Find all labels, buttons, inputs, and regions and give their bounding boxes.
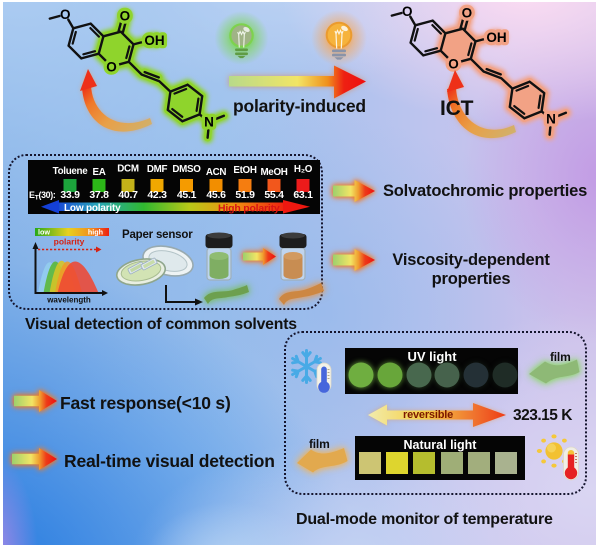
svg-text:ET(30):: ET(30):	[29, 190, 56, 202]
svg-text:O: O	[462, 6, 473, 21]
svg-text:55.4: 55.4	[264, 189, 284, 201]
svg-text:low: low	[38, 227, 50, 236]
svg-text:DMF: DMF	[147, 164, 168, 175]
svg-text:Low polarity: Low polarity	[64, 203, 121, 214]
svg-text:OH: OH	[486, 30, 506, 45]
svg-text:polarity: polarity	[54, 237, 85, 247]
svg-text:45.6: 45.6	[206, 189, 226, 201]
svg-text:45.1: 45.1	[177, 189, 197, 201]
svg-text:42.3: 42.3	[147, 189, 167, 201]
svg-text:33.9: 33.9	[60, 189, 80, 201]
svg-text:OH: OH	[144, 33, 164, 48]
svg-text:N: N	[546, 111, 556, 126]
svg-text:high: high	[88, 227, 103, 236]
svg-text:MeOH: MeOH	[260, 167, 287, 178]
svg-text:ACN: ACN	[206, 167, 227, 178]
svg-text:H₂O: H₂O	[294, 164, 313, 175]
svg-text:wavelength: wavelength	[46, 296, 91, 305]
svg-text:O: O	[120, 9, 131, 24]
svg-text:Natural light: Natural light	[404, 438, 478, 452]
svg-text:O: O	[106, 60, 117, 75]
svg-text:37.8: 37.8	[89, 189, 109, 201]
svg-text:DMSO: DMSO	[172, 164, 201, 175]
svg-text:EtOH: EtOH	[233, 165, 257, 176]
svg-text:DCM: DCM	[117, 164, 139, 175]
svg-text:EA: EA	[92, 167, 105, 178]
svg-text:UV light: UV light	[407, 349, 457, 364]
svg-text:High polarity: High polarity	[218, 203, 280, 215]
svg-text:Toluene: Toluene	[53, 166, 89, 177]
svg-text:40.7: 40.7	[118, 189, 138, 201]
svg-text:O: O	[60, 7, 71, 22]
svg-text:O: O	[448, 57, 459, 72]
svg-text:N: N	[204, 114, 214, 129]
svg-text:O: O	[402, 4, 413, 19]
svg-text:51.9: 51.9	[235, 189, 255, 201]
svg-text:63.1: 63.1	[293, 189, 313, 201]
